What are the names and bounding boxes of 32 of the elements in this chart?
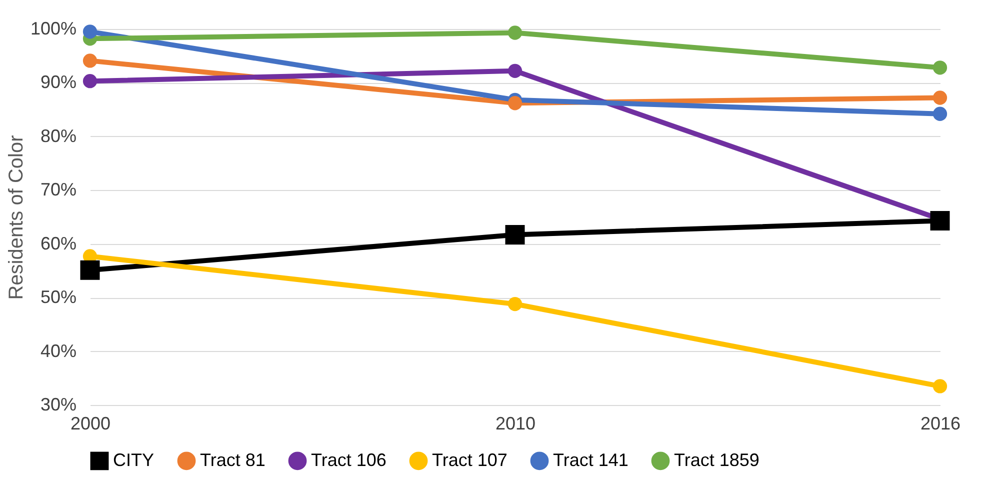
point <box>932 106 948 121</box>
point <box>505 224 525 244</box>
x-tick-label: 2010 <box>495 414 536 434</box>
y-tick-label: 100% <box>30 18 76 38</box>
x-tick-label: 2000 <box>70 414 111 434</box>
point <box>930 211 950 231</box>
point <box>932 90 948 105</box>
legend-label: Tract 81 <box>200 450 266 470</box>
y-axis-title: Residents of Color <box>5 134 28 300</box>
legend-label: Tract 106 <box>311 450 386 470</box>
point <box>82 54 98 68</box>
y-tick-label: 70% <box>40 180 76 200</box>
y-tick-label: 30% <box>40 394 76 414</box>
y-tick-label: 80% <box>40 126 76 146</box>
point <box>508 96 522 110</box>
legend-label: Tract 141 <box>553 450 628 470</box>
legend-label: Tract 107 <box>432 450 508 470</box>
point <box>932 60 948 75</box>
point <box>508 26 522 40</box>
point <box>932 379 948 394</box>
y-tick-label: 60% <box>40 233 76 254</box>
point <box>80 260 100 280</box>
x-tick-label: 2016 <box>920 414 961 434</box>
point <box>82 24 98 39</box>
point <box>82 74 98 88</box>
y-tick-label: 90% <box>40 72 76 92</box>
legend-label: CITY <box>113 450 154 470</box>
y-tick-label: 40% <box>40 340 76 361</box>
point <box>508 64 522 78</box>
y-tick-label: 50% <box>40 287 76 308</box>
legend-label: Tract 1859 <box>674 450 760 470</box>
point <box>508 296 522 312</box>
